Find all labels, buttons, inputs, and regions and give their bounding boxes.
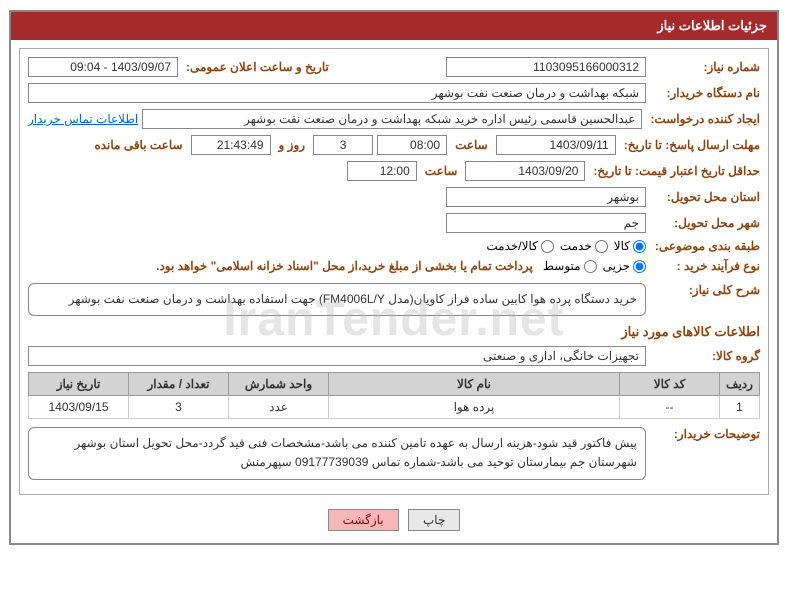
row-process: نوع فرآیند خرید : جزیی متوسط پرداخت تمام… — [28, 259, 760, 273]
validity-label: حداقل تاریخ اعتبار قیمت: تا تاریخ: — [589, 164, 760, 178]
radio-kala-input[interactable] — [633, 240, 646, 253]
td-unit: عدد — [229, 396, 329, 419]
panel-content: شماره نیاز: 1103095166000312 تاریخ و ساع… — [11, 40, 777, 543]
need-no-value: 1103095166000312 — [446, 57, 646, 77]
validity-date: 1403/09/20 — [465, 161, 585, 181]
table-row: 1 -- پرده هوا عدد 3 1403/09/15 — [29, 396, 760, 419]
need-no-label: شماره نیاز: — [650, 60, 760, 74]
announce-label: تاریخ و ساعت اعلان عمومی: — [182, 60, 333, 74]
process-radios: جزیی متوسط — [543, 259, 646, 273]
radio-both-input[interactable] — [541, 240, 554, 253]
validity-time: 12:00 — [347, 161, 417, 181]
radio-medium-label: متوسط — [543, 259, 581, 273]
row-buyer-notes: توضیحات خریدار: پیش فاکتور قید شود-هزینه… — [28, 427, 760, 479]
goods-table: ردیف کد کالا نام کالا واحد شمارش تعداد /… — [28, 372, 760, 419]
row-description: شرح کلی نیاز: خرید دستگاه پرده هوا کابین… — [28, 283, 760, 316]
category-radios: کالا خدمت کالا/خدمت — [486, 239, 646, 253]
row-buyer-org: نام دستگاه خریدار: شبکه بهداشت و درمان ص… — [28, 83, 760, 103]
deadline-send-label: مهلت ارسال پاسخ: تا تاریخ: — [620, 138, 760, 152]
row-deadline-send: مهلت ارسال پاسخ: تا تاریخ: 1403/09/11 سا… — [28, 135, 760, 155]
radio-khadmat-input[interactable] — [595, 240, 608, 253]
city-label: شهر محل تحویل: — [650, 216, 760, 230]
deadline-send-time: 08:00 — [377, 135, 447, 155]
remaining-label: ساعت باقی مانده — [90, 138, 186, 152]
city-value: جم — [446, 213, 646, 233]
td-row: 1 — [720, 396, 760, 419]
province-value: بوشهر — [446, 187, 646, 207]
td-date: 1403/09/15 — [29, 396, 129, 419]
radio-kala[interactable]: کالا — [614, 239, 646, 253]
group-label: گروه کالا: — [650, 349, 760, 363]
category-label: طبقه بندی موضوعی: — [650, 239, 760, 253]
buyer-notes-label: توضیحات خریدار: — [650, 427, 760, 441]
announce-value: 1403/09/07 - 09:04 — [28, 57, 178, 77]
td-name: پرده هوا — [329, 396, 620, 419]
radio-medium[interactable]: متوسط — [543, 259, 597, 273]
row-city: شهر محل تحویل: جم — [28, 213, 760, 233]
radio-medium-input[interactable] — [584, 260, 597, 273]
radio-khadmat-label: خدمت — [560, 239, 592, 253]
th-date: تاریخ نیاز — [29, 373, 129, 396]
row-province: استان محل تحویل: بوشهر — [28, 187, 760, 207]
payment-note: پرداخت تمام یا بخشی از مبلغ خرید،از محل … — [156, 259, 539, 273]
th-unit: واحد شمارش — [229, 373, 329, 396]
time-label-2: ساعت — [421, 164, 462, 178]
td-code: -- — [620, 396, 720, 419]
button-row: چاپ بازگشت — [19, 501, 769, 535]
form-box: شماره نیاز: 1103095166000312 تاریخ و ساع… — [19, 48, 769, 495]
requester-label: ایجاد کننده درخواست: — [646, 112, 760, 126]
radio-both-label: کالا/خدمت — [486, 239, 537, 253]
goods-section-title: اطلاعات کالاهای مورد نیاز — [28, 324, 760, 340]
row-validity: حداقل تاریخ اعتبار قیمت: تا تاریخ: 1403/… — [28, 161, 760, 181]
main-panel: IranTender.net جزئیات اطلاعات نیاز شماره… — [9, 10, 779, 545]
row-need-number: شماره نیاز: 1103095166000312 تاریخ و ساع… — [28, 57, 760, 77]
td-qty: 3 — [129, 396, 229, 419]
radio-khadmat[interactable]: خدمت — [560, 239, 608, 253]
row-group: گروه کالا: تجهیزات خانگی، اداری و صنعتی — [28, 346, 760, 366]
days-and-label: روز و — [275, 138, 310, 152]
th-qty: تعداد / مقدار — [129, 373, 229, 396]
buyer-contact-link[interactable]: اطلاعات تماس خریدار — [28, 112, 138, 126]
desc-text: خرید دستگاه پرده هوا کابین ساده فراز کاو… — [28, 283, 646, 316]
row-category: طبقه بندی موضوعی: کالا خدمت کالا/خدمت — [28, 239, 760, 253]
radio-small-input[interactable] — [633, 260, 646, 273]
table-header-row: ردیف کد کالا نام کالا واحد شمارش تعداد /… — [29, 373, 760, 396]
row-requester: ایجاد کننده درخواست: عبدالحسین قاسمی رئی… — [28, 109, 760, 129]
panel-title: جزئیات اطلاعات نیاز — [657, 18, 767, 33]
panel-header: جزئیات اطلاعات نیاز — [11, 12, 777, 40]
radio-small-label: جزیی — [603, 259, 630, 273]
time-label-1: ساعت — [451, 138, 492, 152]
radio-kala-label: کالا — [614, 239, 630, 253]
countdown-time: 21:43:49 — [191, 135, 271, 155]
group-value: تجهیزات خانگی، اداری و صنعتی — [28, 346, 646, 366]
requester-value: عبدالحسین قاسمی رئیس اداره خرید شبکه بهد… — [142, 109, 642, 129]
process-label: نوع فرآیند خرید : — [650, 259, 760, 273]
radio-small[interactable]: جزیی — [603, 259, 646, 273]
print-button[interactable]: چاپ — [408, 509, 460, 531]
buyer-notes-text: پیش فاکتور قید شود-هزینه ارسال به عهده ت… — [28, 427, 646, 479]
days-remaining: 3 — [313, 135, 373, 155]
desc-label: شرح کلی نیاز: — [650, 283, 760, 297]
back-button[interactable]: بازگشت — [328, 509, 399, 531]
deadline-send-date: 1403/09/11 — [496, 135, 616, 155]
buyer-org-value: شبکه بهداشت و درمان صنعت نفت بوشهر — [28, 83, 646, 103]
th-code: کد کالا — [620, 373, 720, 396]
radio-both[interactable]: کالا/خدمت — [486, 239, 553, 253]
th-row: ردیف — [720, 373, 760, 396]
province-label: استان محل تحویل: — [650, 190, 760, 204]
buyer-org-label: نام دستگاه خریدار: — [650, 86, 760, 100]
th-name: نام کالا — [329, 373, 620, 396]
